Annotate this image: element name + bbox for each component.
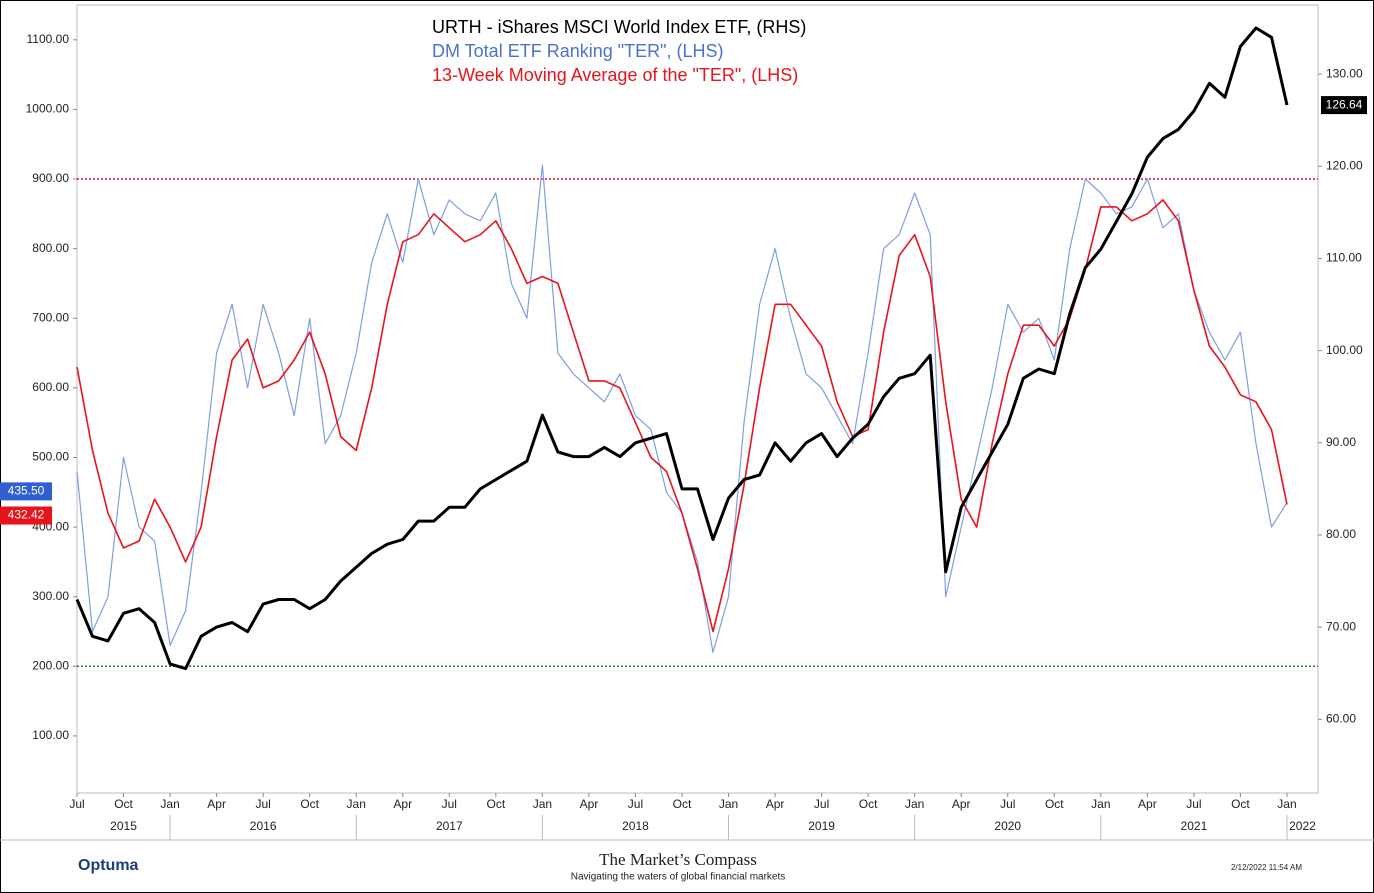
y-tick-label: 1100.00 bbox=[27, 32, 70, 46]
y-tick-label: 1000.00 bbox=[26, 102, 70, 116]
x-tick-label: Jan bbox=[1091, 797, 1110, 811]
year-label: 2020 bbox=[994, 819, 1021, 833]
logo: Optuma bbox=[78, 857, 139, 874]
x-tick-label: Jul bbox=[628, 797, 643, 811]
x-tick-label: Apr bbox=[766, 797, 785, 811]
x-tick-label: Apr bbox=[580, 797, 599, 811]
brand: The Market’s Compass bbox=[599, 850, 757, 869]
year-label: 2015 bbox=[110, 819, 137, 833]
last-value-label: 435.50 bbox=[8, 484, 45, 498]
x-tick-label: Jul bbox=[69, 797, 84, 811]
year-label: 2018 bbox=[622, 819, 649, 833]
x-tick-label: Oct bbox=[1231, 797, 1250, 811]
x-tick-label: Jan bbox=[905, 797, 924, 811]
x-tick-label: Oct bbox=[859, 797, 878, 811]
last-value-box bbox=[1321, 96, 1367, 115]
y2-tick-label: 70.00 bbox=[1326, 619, 1356, 633]
x-tick-label: Oct bbox=[487, 797, 506, 811]
y2-tick-label: 80.00 bbox=[1326, 527, 1356, 541]
series-line bbox=[75, 26, 1289, 671]
plot-frame bbox=[76, 4, 1319, 794]
y-tick-label: 300.00 bbox=[32, 589, 69, 603]
last-value-label: 126.64 bbox=[1326, 97, 1363, 111]
x-tick-label: Jul bbox=[1000, 797, 1015, 811]
y2-tick-label: 100.00 bbox=[1326, 343, 1363, 357]
x-tick-label: Apr bbox=[952, 797, 971, 811]
y-tick-label: 500.00 bbox=[32, 450, 69, 464]
y-tick-label: 600.00 bbox=[32, 380, 69, 394]
y2-tick-label: 130.00 bbox=[1326, 66, 1363, 80]
year-label: 2019 bbox=[808, 819, 835, 833]
x-tick-label: Jul bbox=[442, 797, 457, 811]
x-tick-label: Jul bbox=[814, 797, 829, 811]
x-tick-label: Oct bbox=[114, 797, 133, 811]
y-tick-label: 100.00 bbox=[32, 728, 69, 742]
x-tick-label: Oct bbox=[1045, 797, 1064, 811]
x-tick-label: Jan bbox=[347, 797, 366, 811]
x-tick-label: Apr bbox=[1138, 797, 1157, 811]
legend-entry: DM Total ETF Ranking "TER", (LHS) bbox=[432, 41, 724, 61]
y2-tick-label: 60.00 bbox=[1326, 711, 1356, 725]
x-tick-label: Oct bbox=[673, 797, 692, 811]
timestamp: 2/12/2022 11:54 AM bbox=[1231, 863, 1302, 872]
y2-tick-label: 110.00 bbox=[1326, 251, 1362, 265]
y2-tick-label: 120.00 bbox=[1326, 158, 1363, 172]
x-tick-label: Jul bbox=[1186, 797, 1201, 811]
y-tick-label: 200.00 bbox=[32, 658, 69, 672]
legend-entry: 13-Week Moving Average of the "TER", (LH… bbox=[432, 65, 798, 85]
x-tick-label: Oct bbox=[300, 797, 319, 811]
y-tick-label: 800.00 bbox=[32, 241, 69, 255]
y2-tick-label: 90.00 bbox=[1326, 435, 1356, 449]
year-label: 2021 bbox=[1181, 819, 1208, 833]
x-tick-label: Jan bbox=[719, 797, 738, 811]
y-tick-label: 700.00 bbox=[32, 310, 69, 324]
year-label: 2022 bbox=[1289, 819, 1316, 833]
last-value-box bbox=[0, 506, 52, 525]
x-tick-label: Jan bbox=[533, 797, 552, 811]
x-tick-label: Apr bbox=[207, 797, 226, 811]
plot-area: 100.00200.00300.00400.00500.00600.00700.… bbox=[0, 17, 1367, 840]
x-tick-label: Jan bbox=[160, 797, 179, 811]
x-tick-label: Apr bbox=[393, 797, 412, 811]
last-value-box bbox=[0, 482, 52, 501]
year-label: 2017 bbox=[436, 819, 463, 833]
last-value-label: 432.42 bbox=[8, 508, 45, 522]
legend-entry: URTH - iShares MSCI World Index ETF, (RH… bbox=[432, 17, 806, 37]
year-label: 2016 bbox=[250, 819, 277, 833]
y-tick-label: 900.00 bbox=[32, 171, 69, 185]
x-tick-label: Jan bbox=[1277, 797, 1296, 811]
x-tick-label: Jul bbox=[255, 797, 270, 811]
tagline: Navigating the waters of global financia… bbox=[571, 872, 786, 883]
